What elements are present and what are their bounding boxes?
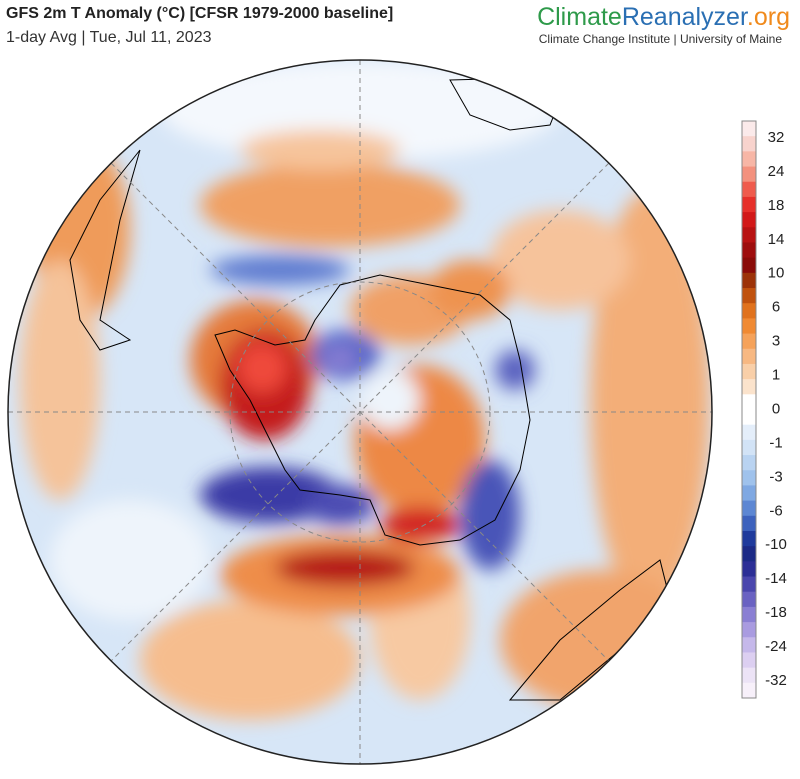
colorbar-swatch (742, 500, 756, 517)
colorbar-swatch (742, 318, 756, 335)
colorbar-swatch (742, 333, 756, 350)
colorbar-swatch (742, 379, 756, 395)
colorbar-swatch (742, 303, 756, 319)
colorbar-label: -24 (765, 638, 787, 655)
colorbar-swatch (742, 682, 756, 699)
colorbar-label: -3 (769, 468, 782, 485)
colorbar-label: 1 (772, 367, 780, 384)
colorbar-swatch (742, 622, 756, 638)
colorbar-swatch (742, 591, 756, 608)
colorbar-label: -18 (765, 604, 787, 621)
map-border (7, 59, 713, 765)
colorbar-swatch (742, 257, 756, 274)
colorbar-label: 0 (772, 400, 780, 417)
colorbar-swatch (742, 136, 756, 152)
colorbar-swatch (742, 272, 756, 289)
colorbar-swatch (742, 363, 756, 380)
colorbar-swatch (742, 181, 756, 198)
colorbar-swatch (742, 212, 756, 228)
brand-part: Reanalyzer (622, 3, 748, 31)
credit: Climate Change Institute | University of… (539, 32, 783, 46)
colorbar-label: -1 (769, 434, 782, 451)
colorbar-swatch (742, 348, 756, 365)
colorbar-label: 10 (768, 265, 785, 282)
colorbar-label: 6 (772, 299, 780, 316)
colorbar-swatch (742, 121, 756, 137)
colorbar-swatch (742, 576, 756, 593)
colorbar-swatch (742, 166, 756, 183)
colorbar-swatch (742, 151, 756, 168)
colorbar-label: -10 (765, 536, 787, 553)
colorbar-swatch (742, 667, 756, 684)
colorbar-label: -6 (769, 502, 782, 519)
colorbar-swatch (742, 394, 756, 410)
colorbar-swatch (742, 485, 756, 502)
colorbar-label: -32 (765, 672, 787, 689)
colorbar-label: 32 (768, 129, 785, 146)
brand-part: .org (747, 3, 790, 31)
title: GFS 2m T Anomaly (°C) [CFSR 1979-2000 ba… (6, 5, 393, 22)
colorbar-swatch (742, 242, 756, 259)
colorbar-swatch (742, 227, 756, 243)
colorbar-swatch (742, 439, 756, 456)
colorbar-label: 24 (768, 163, 785, 180)
colorbar-frame (741, 120, 757, 699)
map (8, 60, 712, 764)
colorbar-swatch (742, 546, 756, 562)
colorbar-label: -14 (765, 570, 787, 587)
colorbar-swatch (742, 409, 756, 426)
colorbar-swatch (742, 530, 756, 547)
colorbar-swatch (742, 455, 756, 471)
subtitle: 1-day Avg | Tue, Jul 11, 2023 (6, 29, 212, 46)
brand: ClimateReanalyzer.org (537, 3, 790, 31)
colorbar-swatch (742, 606, 756, 623)
colorbar-swatch (742, 196, 756, 213)
colorbar-swatch (742, 515, 756, 532)
colorbar-swatch (742, 470, 756, 486)
brand-part: Climate (537, 3, 622, 31)
colorbar-label: 3 (772, 333, 780, 350)
colorbar-swatch (742, 652, 756, 669)
colorbar-swatch (742, 288, 756, 304)
colorbar-swatch (742, 424, 756, 441)
colorbar-swatch (742, 561, 756, 578)
colorbar-label: 14 (768, 231, 785, 248)
colorbar-label: 18 (768, 197, 785, 214)
colorbar-swatch (742, 637, 756, 653)
